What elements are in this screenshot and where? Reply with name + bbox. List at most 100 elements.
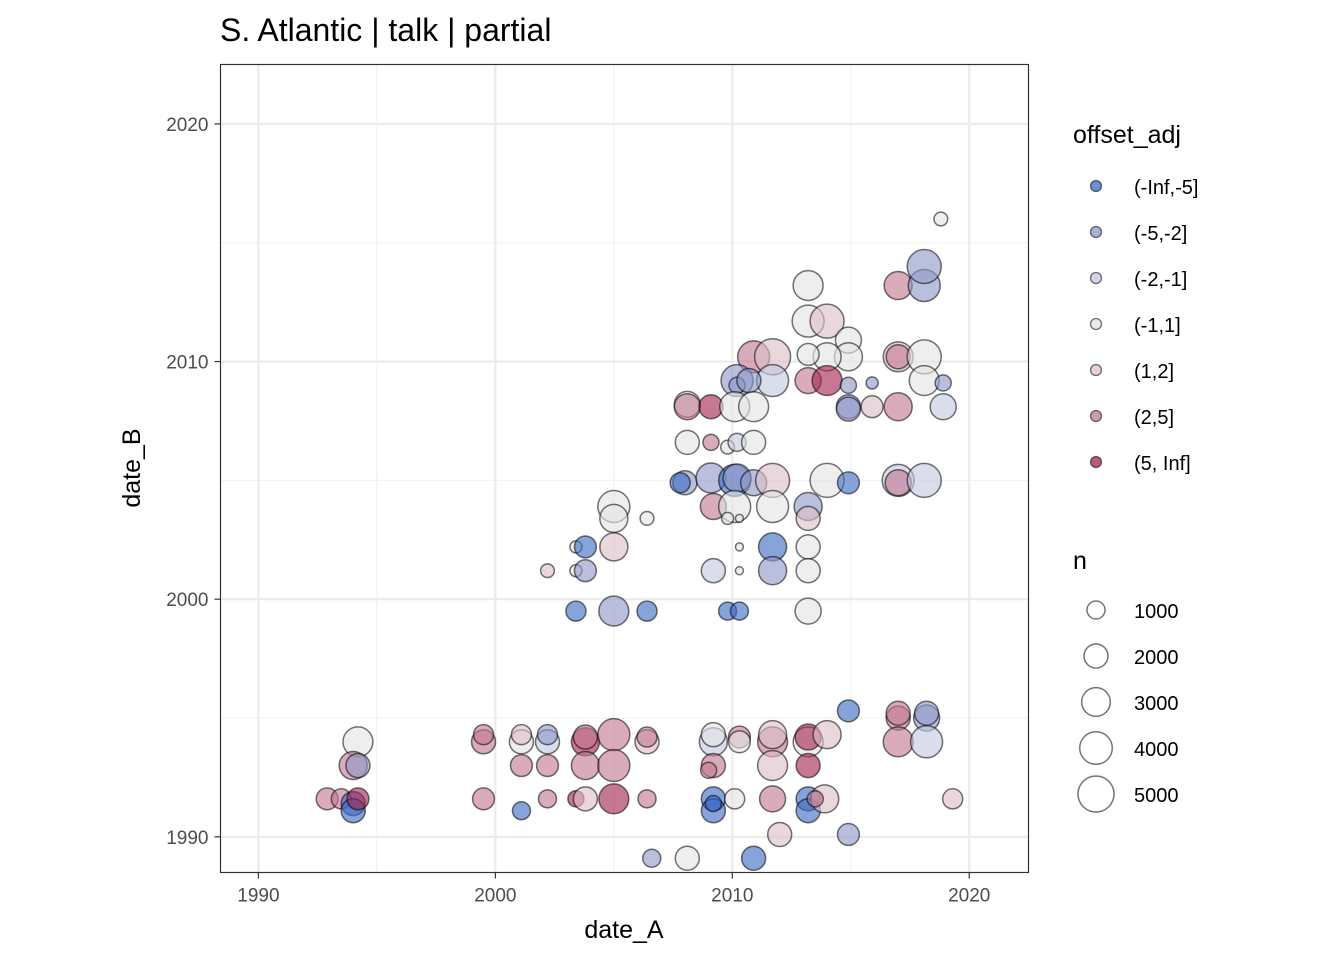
color-legend-label: (1,2] — [1134, 361, 1174, 383]
data-point — [909, 725, 944, 759]
color-legend-key — [1089, 455, 1103, 469]
data-point — [573, 559, 598, 583]
data-point — [636, 600, 658, 622]
data-point — [471, 787, 496, 811]
color-legend-key — [1089, 225, 1103, 239]
data-point — [913, 700, 940, 727]
size-legend-key — [1078, 730, 1114, 766]
data-point — [941, 788, 964, 810]
data-point — [700, 557, 727, 584]
y-tick-label: 2010 — [166, 353, 208, 374]
data-point — [641, 848, 662, 868]
color-legend-label: (-2,-1] — [1134, 269, 1187, 291]
data-point — [472, 723, 495, 746]
data-point — [883, 391, 913, 422]
data-point — [835, 396, 862, 422]
data-point — [757, 555, 788, 586]
size-legend-label: 1000 — [1134, 601, 1179, 623]
axes: 1990 2000 2010 2020 1990 2000 2010 2020 — [166, 115, 990, 907]
data-point — [795, 505, 821, 532]
x-tick-label: 2000 — [474, 886, 516, 907]
data-point — [345, 752, 371, 779]
data-point — [865, 376, 879, 390]
data-point — [729, 601, 750, 621]
data-point — [639, 510, 655, 527]
chart-title: S. Atlantic | talk | partial — [220, 12, 551, 48]
x-tick-label: 2020 — [948, 886, 990, 907]
color-legend-key — [1089, 271, 1103, 285]
data-point — [572, 724, 599, 750]
data-point — [704, 794, 723, 813]
size-legend-key — [1077, 775, 1115, 813]
data-point — [737, 391, 770, 423]
data-point — [755, 489, 790, 524]
size-legend-title: n — [1073, 547, 1087, 575]
data-point — [811, 364, 843, 397]
data-point — [597, 748, 631, 783]
data-point — [723, 788, 746, 810]
color-legend-key — [1089, 363, 1103, 377]
data-point — [509, 753, 534, 778]
color-legend-key — [1089, 317, 1103, 331]
data-point — [673, 392, 702, 421]
data-point — [836, 822, 861, 847]
data-point — [572, 786, 599, 812]
color-legend: offset_adj (-Inf,-5] (-5,-2] (-2,-1] (-1,1]… — [1073, 121, 1198, 475]
data-points — [315, 211, 964, 872]
data-point — [573, 535, 598, 559]
data-point — [809, 303, 845, 339]
data-point — [535, 753, 560, 778]
data-point — [700, 721, 727, 748]
data-point — [792, 269, 824, 302]
data-point — [933, 211, 949, 227]
data-point — [674, 429, 701, 456]
size-legend-label: 4000 — [1134, 739, 1179, 761]
data-point — [885, 700, 911, 727]
x-axis-title: date_A — [584, 916, 664, 944]
data-point — [734, 542, 745, 552]
data-point — [570, 750, 601, 781]
data-point — [758, 785, 787, 813]
data-point — [727, 730, 752, 754]
color-legend-label: (-1,1] — [1134, 315, 1181, 337]
y-axis-title: date_B — [118, 428, 146, 507]
data-point — [756, 749, 789, 782]
data-point — [740, 429, 767, 456]
size-legend-key — [1080, 686, 1112, 718]
data-point — [599, 503, 629, 534]
data-point — [599, 532, 629, 562]
gridlines — [220, 64, 1029, 873]
panel-border — [219, 63, 1030, 874]
data-point — [734, 513, 745, 524]
color-legend-title: offset_adj — [1073, 121, 1181, 149]
data-point — [536, 723, 559, 746]
data-point — [934, 374, 952, 392]
data-point — [636, 726, 658, 748]
data-point — [908, 364, 940, 397]
x-tick-label: 1990 — [237, 886, 279, 907]
data-point — [565, 600, 587, 622]
data-point — [736, 367, 762, 394]
data-point — [346, 787, 370, 811]
size-legend-label: 5000 — [1134, 785, 1179, 807]
data-point — [806, 790, 825, 808]
color-legend-label: (2,5] — [1134, 407, 1174, 429]
data-point — [795, 534, 821, 560]
data-point — [860, 395, 884, 419]
size-legend-key — [1083, 643, 1109, 669]
data-point — [836, 699, 861, 723]
color-legend-key — [1089, 179, 1103, 193]
data-point — [598, 595, 630, 627]
color-legend-label: (-Inf,-5] — [1134, 177, 1198, 199]
y-tick-label: 2000 — [166, 590, 208, 611]
data-point — [795, 557, 821, 584]
size-legend-label: 3000 — [1134, 693, 1179, 715]
color-legend-key — [1089, 409, 1103, 423]
size-legend: n 1000 2000 3000 4000 5000 — [1073, 547, 1179, 813]
data-point — [637, 789, 657, 809]
data-point — [539, 563, 556, 579]
data-point — [812, 719, 842, 750]
data-point — [906, 462, 942, 499]
data-point — [674, 845, 701, 872]
